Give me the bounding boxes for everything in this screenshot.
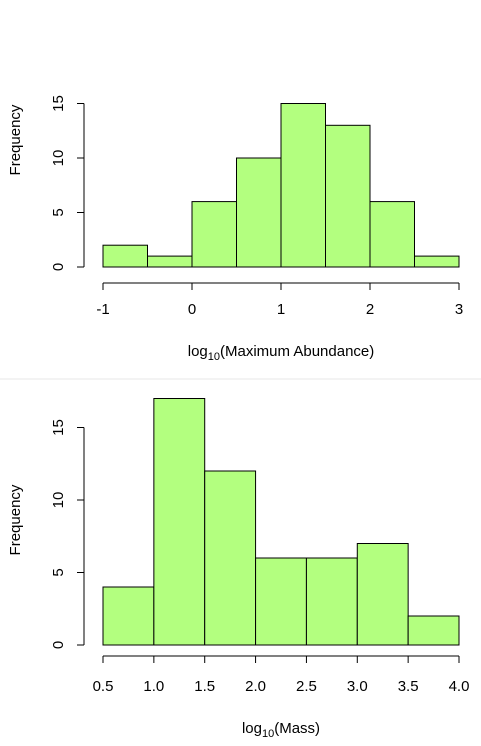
x-tick-label: 1 — [277, 301, 285, 318]
histogram-mass-svg: 0.5 1.0 1.5 2.0 2.5 3.0 3.5 4.0051015log10(Mass… — [7, 398, 470, 740]
y-tick-label: 0 — [50, 263, 67, 271]
x-tick-label: 3 — [455, 301, 463, 318]
histogram-bar — [153, 398, 206, 646]
histogram-bar — [102, 244, 148, 268]
x-axis-title-base: log — [188, 343, 208, 360]
y-axis-title: Frequency — [7, 484, 24, 555]
histogram-bar — [305, 557, 358, 646]
x-axis-title-subscript: 10 — [208, 351, 220, 363]
histogram-bar — [280, 103, 326, 268]
y-axis-title: Frequency — [7, 104, 24, 175]
y-tick-label: 5 — [50, 208, 67, 216]
x-tick-label: 0 — [188, 301, 196, 318]
x-tick-label: 3.5 — [398, 678, 419, 695]
histogram-bar — [369, 201, 415, 268]
y-tick-label: 10 — [50, 492, 67, 509]
x-axis-title-base: log — [242, 720, 262, 737]
x-tick-label: 2 — [366, 301, 374, 318]
histogram-bar — [236, 157, 282, 268]
x-axis-title: log10(Mass) — [242, 720, 320, 740]
x-tick-label: 1.0 — [143, 678, 164, 695]
x-axis-title: log10(Maximum Abundance) — [188, 343, 375, 363]
x-tick-label: 4.0 — [449, 678, 470, 695]
histogram-bar — [414, 255, 460, 268]
histogram-bar — [147, 255, 193, 268]
y-tick-label: 5 — [50, 568, 67, 576]
x-axis-title-subscript: 10 — [262, 728, 274, 740]
histogram-bar — [407, 615, 460, 646]
histogram-bar — [204, 470, 257, 646]
histogram-bar — [356, 543, 409, 646]
x-tick-label: 1.5 — [194, 678, 215, 695]
x-tick-label: 0.5 — [93, 678, 114, 695]
y-tick-label: 0 — [50, 641, 67, 649]
x-axis-title-rest: (Maximum Abundance) — [220, 343, 374, 360]
histogram-max-abundance: -1 0 1 2 3 0 5 10 15 log10(Maximum Abundance) Freq… — [7, 95, 464, 363]
x-tick-label: -1 — [96, 301, 109, 318]
y-tick-label: 10 — [50, 150, 67, 167]
histogram-bar — [255, 557, 307, 646]
x-tick-label: 2.5 — [296, 678, 317, 695]
x-tick-label: 2.0 — [245, 678, 266, 695]
histogram-bar — [102, 586, 155, 646]
y-tick-label: 15 — [50, 419, 67, 436]
panel-divider — [0, 378, 481, 380]
histogram-bar — [191, 201, 237, 268]
x-tick-label: 3.0 — [347, 678, 368, 695]
y-tick-label: 15 — [50, 95, 67, 112]
x-axis-title-rest: (Mass) — [274, 720, 320, 737]
histogram-mass: 0.5 1.0 1.5 2.0 2.5 3.0 3.5 4.0 0 5 10 15 log10(Mass… — [0, 380, 481, 746]
histogram-bar — [325, 124, 371, 268]
